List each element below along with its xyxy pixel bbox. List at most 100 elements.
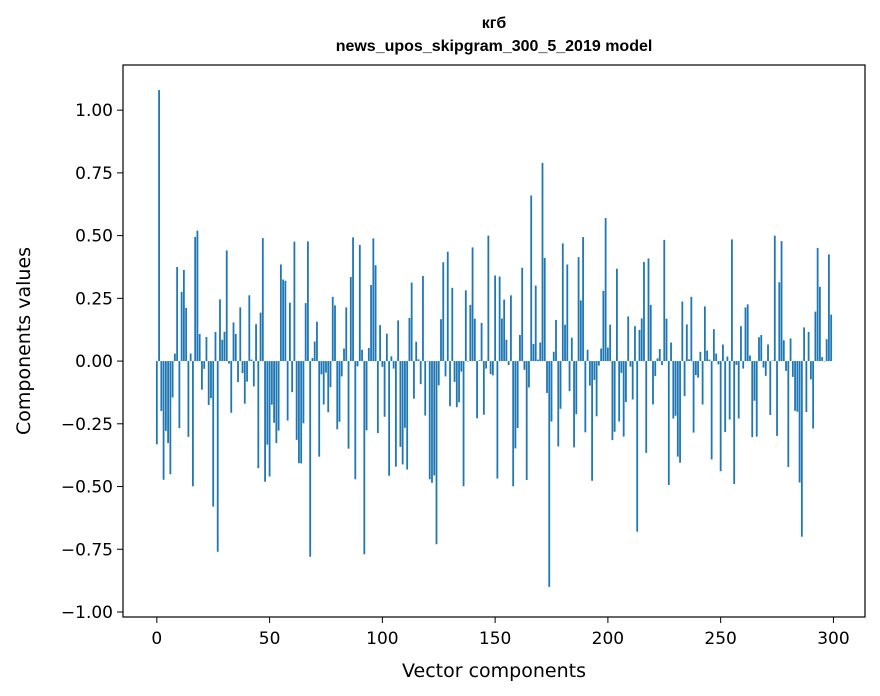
bar xyxy=(394,361,397,467)
bar xyxy=(577,257,580,362)
y-axis-label: Components values xyxy=(13,247,35,435)
bar xyxy=(223,331,226,362)
bar xyxy=(451,287,454,362)
bar xyxy=(334,305,336,362)
bar xyxy=(818,286,821,362)
bar xyxy=(620,361,623,373)
bar xyxy=(286,361,289,421)
bar xyxy=(388,361,391,476)
bar xyxy=(487,235,490,362)
bar xyxy=(304,303,307,362)
bar xyxy=(767,344,769,362)
bar xyxy=(408,317,411,362)
bar xyxy=(683,361,686,397)
bar xyxy=(712,329,715,362)
bar xyxy=(631,361,634,400)
bar xyxy=(825,339,828,362)
bar xyxy=(178,361,181,429)
bar xyxy=(482,361,485,415)
bar xyxy=(379,325,381,362)
bar xyxy=(512,361,515,487)
x-tick-label: 0 xyxy=(151,629,162,649)
bar xyxy=(453,361,456,382)
bar xyxy=(703,306,706,362)
bar xyxy=(367,348,370,362)
bar xyxy=(252,361,255,387)
bar xyxy=(198,333,201,362)
bar xyxy=(496,361,499,479)
bar xyxy=(473,318,476,362)
bar xyxy=(548,361,551,587)
bar xyxy=(798,361,801,483)
bar xyxy=(419,361,422,385)
bar xyxy=(471,247,474,362)
bar xyxy=(442,262,445,362)
bar xyxy=(180,291,183,362)
bar xyxy=(740,326,742,362)
x-tick-label: 50 xyxy=(259,629,281,649)
bar xyxy=(690,296,693,362)
bar xyxy=(627,316,630,362)
bar xyxy=(597,361,600,366)
bar xyxy=(270,361,273,405)
bar xyxy=(510,295,512,362)
bar xyxy=(823,361,826,362)
bar xyxy=(494,275,497,362)
bar xyxy=(744,307,747,362)
bar xyxy=(347,361,350,449)
bar xyxy=(814,311,817,362)
y-tick-label: −0.50 xyxy=(61,478,113,498)
bar xyxy=(320,361,323,375)
bar xyxy=(392,361,395,369)
bar xyxy=(604,218,607,362)
bar xyxy=(652,361,654,405)
bar xyxy=(697,361,699,378)
bar xyxy=(329,361,332,388)
bar xyxy=(800,361,803,537)
bar xyxy=(640,318,643,362)
bar xyxy=(613,361,616,432)
bar xyxy=(399,361,402,447)
bar xyxy=(629,361,632,367)
bar xyxy=(787,361,790,467)
bar xyxy=(667,361,670,486)
bar xyxy=(782,340,785,362)
bar xyxy=(751,361,754,438)
bar xyxy=(746,304,749,362)
bar xyxy=(426,360,429,362)
chart-title: кгб xyxy=(482,15,507,32)
bars-group xyxy=(155,90,833,587)
bar xyxy=(550,361,553,422)
bar xyxy=(160,361,163,411)
bar xyxy=(171,361,174,398)
bar xyxy=(449,361,451,407)
bar xyxy=(259,312,262,362)
bar xyxy=(552,351,555,362)
bar xyxy=(539,342,542,362)
chart-subtitle: news_upos_skipgram_300_5_2019 model xyxy=(336,38,653,55)
bar xyxy=(336,361,339,430)
bar xyxy=(606,347,609,362)
bar xyxy=(352,237,354,362)
bar xyxy=(349,277,352,362)
bar xyxy=(593,361,596,380)
bar xyxy=(257,361,260,469)
bar xyxy=(241,361,244,374)
bar xyxy=(595,361,598,417)
bar xyxy=(417,359,420,362)
y-tick-label: 1.00 xyxy=(75,101,113,121)
bar xyxy=(478,360,481,362)
bar xyxy=(192,361,194,487)
bar xyxy=(791,361,794,377)
bar xyxy=(422,276,424,362)
bar xyxy=(397,320,400,362)
x-tick-label: 300 xyxy=(817,629,849,649)
bar xyxy=(390,356,393,362)
bar xyxy=(649,304,652,362)
bar xyxy=(205,336,208,362)
bar xyxy=(568,361,571,392)
bar xyxy=(318,361,321,457)
bar xyxy=(406,361,409,470)
bar xyxy=(219,299,221,362)
x-tick-label: 250 xyxy=(704,629,736,649)
